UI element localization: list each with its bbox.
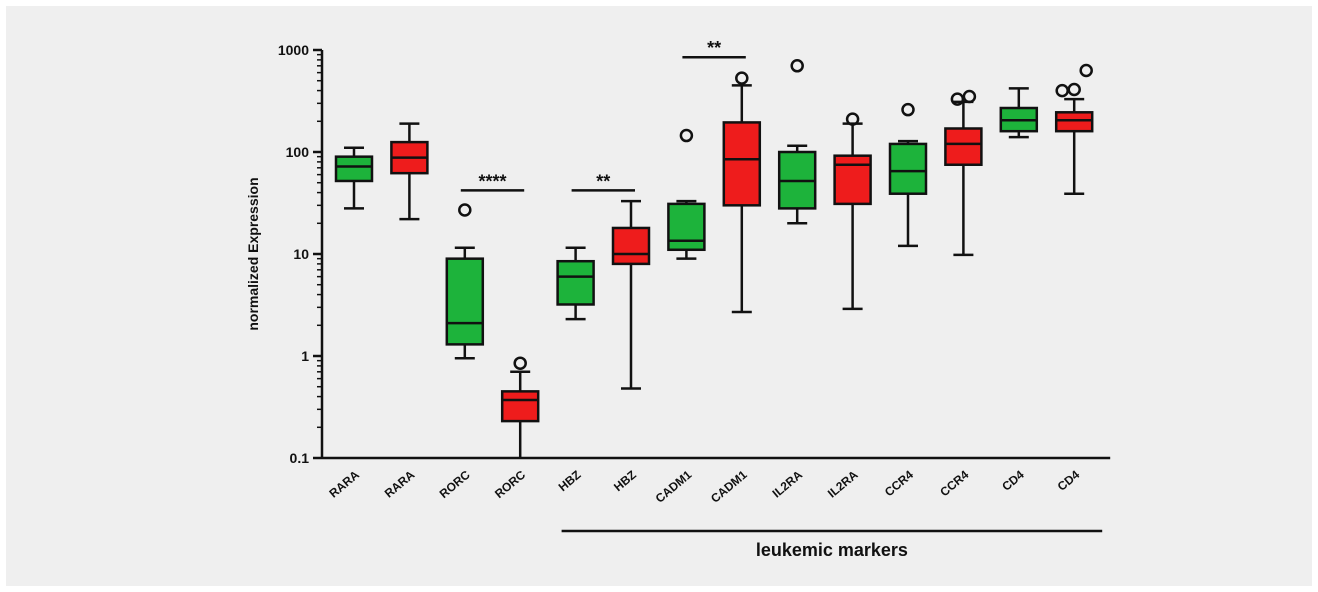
box-iqr <box>833 154 872 206</box>
outlier-point <box>1079 63 1093 78</box>
box-iqr <box>667 202 706 252</box>
box-ccr4-red <box>944 89 983 257</box>
box-cd4-red <box>1054 63 1094 195</box>
significance-label: **** <box>478 171 506 191</box>
box-iqr <box>888 142 928 195</box>
outlier-point <box>735 71 749 85</box>
box-iqr <box>334 155 374 183</box>
x-tick-label: RARA <box>326 467 362 500</box>
y-tick-label: 1 <box>301 348 309 364</box>
box-series <box>334 59 1094 458</box>
y-tick-label: 10 <box>293 246 309 262</box>
outlier-point <box>790 59 804 73</box>
significance-label: ** <box>596 171 610 191</box>
box-ccr4-green <box>888 102 928 248</box>
x-tick-label: IL2RA <box>825 467 861 500</box>
x-tick-label: HBZ <box>556 468 584 495</box>
outlier-point <box>950 92 965 106</box>
box-iqr <box>944 127 983 166</box>
x-axis: RARA RARA RORC RORC HBZ HBZ CADM1 CADM1 IL2RA IL2… <box>322 456 1111 506</box>
x-tick-label: CCR4 <box>937 467 971 499</box>
outlier-point <box>513 356 527 370</box>
outlier-point <box>1055 83 1069 98</box>
box-il2ra-green <box>777 59 817 225</box>
y-tick-label: 100 <box>286 144 310 160</box>
box-rorc-red <box>500 356 540 458</box>
box-hbz-green <box>556 246 595 321</box>
x-tick-label: CADM1 <box>653 467 695 505</box>
box-hbz-red <box>611 199 651 390</box>
y-axis-label: normalized Expression <box>245 177 261 330</box>
outlier-point <box>901 102 915 117</box>
x-tick-label: RARA <box>382 467 418 500</box>
box-cadm1-green <box>667 128 706 260</box>
outlier-point <box>679 128 694 143</box>
outlier-point <box>458 203 472 217</box>
box-iqr <box>556 259 595 306</box>
box-cadm1-red <box>722 71 762 314</box>
outlier-point <box>962 89 977 104</box>
box-cd4-green <box>999 87 1039 139</box>
outlier-point <box>845 112 860 126</box>
x-tick-label: HBZ <box>611 468 639 495</box>
x-tick-label: RORC <box>437 467 473 501</box>
x-tick-label: IL2RA <box>770 467 806 500</box>
box-rara-green <box>334 146 374 210</box>
x-tick-label: CADM1 <box>708 467 750 505</box>
y-tick-label: 0.1 <box>290 450 310 466</box>
x-tick-label: RORC <box>492 467 528 501</box>
y-tick-label: 1000 <box>278 42 309 58</box>
box-rara-red <box>390 122 429 221</box>
x-tick-label: CD4 <box>1055 467 1083 493</box>
significance-label: ** <box>707 38 721 58</box>
y-axis: 0.1 1 10 100 1000 <box>278 42 324 466</box>
box-il2ra-red <box>833 112 872 311</box>
figure-panel: 0.1 1 10 100 1000 **** ** ** RARA RARA RORC RORC H… <box>6 6 1312 586</box>
box-iqr <box>611 226 651 266</box>
x-tick-label: CD4 <box>999 467 1027 493</box>
box-iqr <box>1054 111 1094 133</box>
box-rorc-green <box>445 203 485 360</box>
x-tick-label: CCR4 <box>882 467 916 499</box>
box-iqr <box>722 121 762 207</box>
box-iqr <box>445 257 485 346</box>
significance-bars: **** **** <box>460 38 746 192</box>
box-iqr <box>500 390 540 423</box>
group-label: leukemic markers <box>756 540 908 560</box>
outlier-point <box>1067 82 1081 97</box>
